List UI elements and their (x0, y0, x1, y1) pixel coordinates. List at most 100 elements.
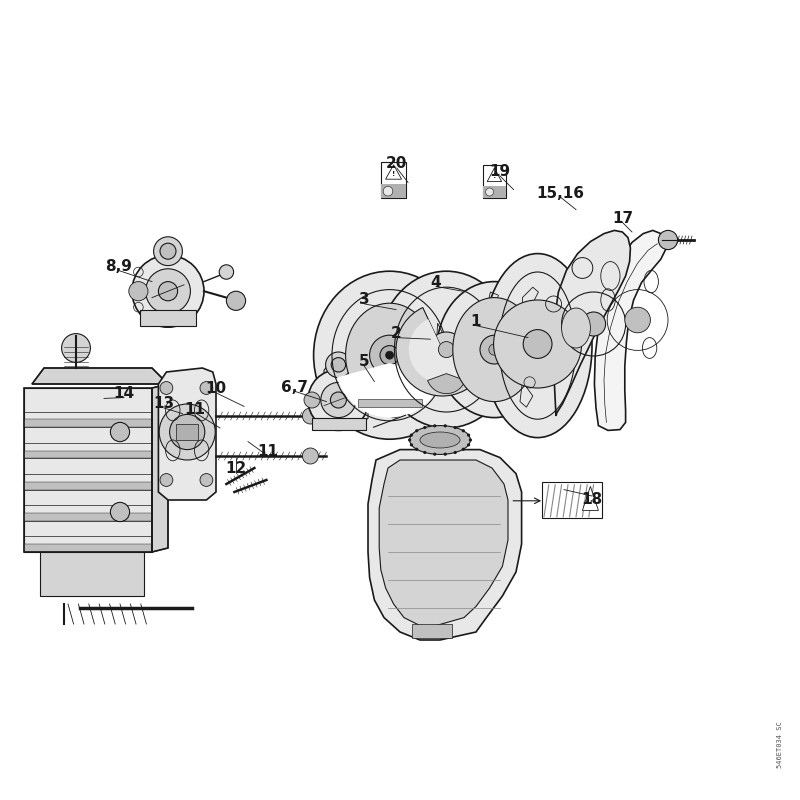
Polygon shape (324, 365, 368, 422)
Circle shape (489, 344, 500, 355)
Circle shape (462, 429, 465, 432)
Text: 11: 11 (185, 402, 206, 417)
Text: 17: 17 (612, 211, 633, 226)
Polygon shape (312, 418, 366, 430)
Circle shape (132, 255, 204, 327)
Polygon shape (40, 552, 144, 596)
Polygon shape (594, 230, 666, 430)
Bar (381, 162, 406, 198)
Circle shape (170, 414, 205, 450)
Text: !: ! (589, 500, 592, 505)
Polygon shape (24, 450, 152, 458)
Text: 10: 10 (206, 382, 226, 396)
Circle shape (462, 448, 465, 451)
Circle shape (469, 438, 472, 442)
Text: 546ET034 SC: 546ET034 SC (777, 722, 783, 768)
Circle shape (415, 448, 418, 451)
Polygon shape (158, 368, 216, 500)
Bar (483, 165, 506, 198)
Circle shape (331, 358, 346, 372)
Circle shape (200, 474, 213, 486)
Ellipse shape (483, 254, 592, 438)
Circle shape (158, 282, 178, 301)
Ellipse shape (562, 308, 590, 348)
Ellipse shape (437, 282, 552, 418)
Circle shape (62, 334, 90, 362)
Text: 19: 19 (490, 165, 510, 179)
Ellipse shape (346, 303, 434, 407)
Polygon shape (554, 230, 630, 416)
Ellipse shape (410, 426, 470, 454)
Circle shape (523, 330, 552, 358)
Text: 18: 18 (582, 493, 602, 507)
Circle shape (423, 451, 426, 454)
Text: 13: 13 (154, 397, 174, 411)
Circle shape (146, 269, 190, 314)
Circle shape (408, 438, 411, 442)
Circle shape (330, 392, 346, 408)
Polygon shape (386, 165, 402, 179)
Bar (542, 482, 602, 518)
Text: 5: 5 (358, 354, 370, 369)
Polygon shape (32, 368, 168, 384)
Circle shape (410, 434, 413, 437)
Circle shape (200, 382, 213, 394)
Circle shape (429, 332, 464, 367)
Circle shape (625, 307, 650, 333)
Text: 4: 4 (430, 275, 442, 290)
Text: 8,9: 8,9 (105, 259, 132, 274)
Circle shape (370, 335, 410, 375)
Circle shape (129, 282, 148, 301)
Circle shape (444, 424, 447, 427)
Circle shape (410, 443, 413, 446)
Circle shape (384, 374, 397, 386)
Circle shape (582, 312, 606, 336)
Polygon shape (24, 388, 152, 552)
Polygon shape (152, 384, 168, 552)
Polygon shape (487, 168, 502, 182)
Wedge shape (428, 374, 465, 394)
Circle shape (159, 404, 215, 460)
Circle shape (444, 453, 447, 456)
Bar (381, 184, 406, 198)
Text: 3: 3 (359, 293, 370, 307)
Text: !: ! (493, 173, 496, 179)
Circle shape (438, 342, 454, 358)
Circle shape (467, 434, 470, 437)
Circle shape (658, 230, 678, 250)
Polygon shape (582, 486, 598, 510)
Polygon shape (368, 450, 522, 640)
Circle shape (383, 186, 393, 196)
Circle shape (219, 265, 234, 279)
Polygon shape (176, 424, 198, 440)
Wedge shape (409, 319, 476, 383)
Circle shape (386, 402, 402, 418)
Circle shape (308, 370, 369, 430)
Circle shape (302, 448, 318, 464)
Circle shape (454, 426, 457, 429)
Circle shape (160, 243, 176, 259)
Text: 14: 14 (114, 386, 134, 401)
Ellipse shape (453, 298, 536, 402)
Text: 6,7: 6,7 (281, 380, 308, 394)
Text: 2: 2 (390, 326, 402, 341)
Text: 11: 11 (258, 445, 278, 459)
Circle shape (154, 237, 182, 266)
Circle shape (326, 352, 351, 378)
Text: !: ! (392, 170, 395, 177)
Circle shape (433, 424, 436, 427)
Circle shape (160, 474, 173, 486)
Circle shape (433, 453, 436, 456)
Polygon shape (140, 310, 196, 326)
Polygon shape (24, 419, 152, 427)
Circle shape (160, 382, 173, 394)
Ellipse shape (420, 432, 460, 448)
Circle shape (415, 429, 418, 432)
Circle shape (110, 502, 130, 522)
Circle shape (454, 451, 457, 454)
Circle shape (386, 351, 394, 359)
Text: 20: 20 (386, 157, 407, 171)
Circle shape (321, 382, 356, 418)
Circle shape (380, 346, 399, 365)
Bar (483, 186, 506, 198)
